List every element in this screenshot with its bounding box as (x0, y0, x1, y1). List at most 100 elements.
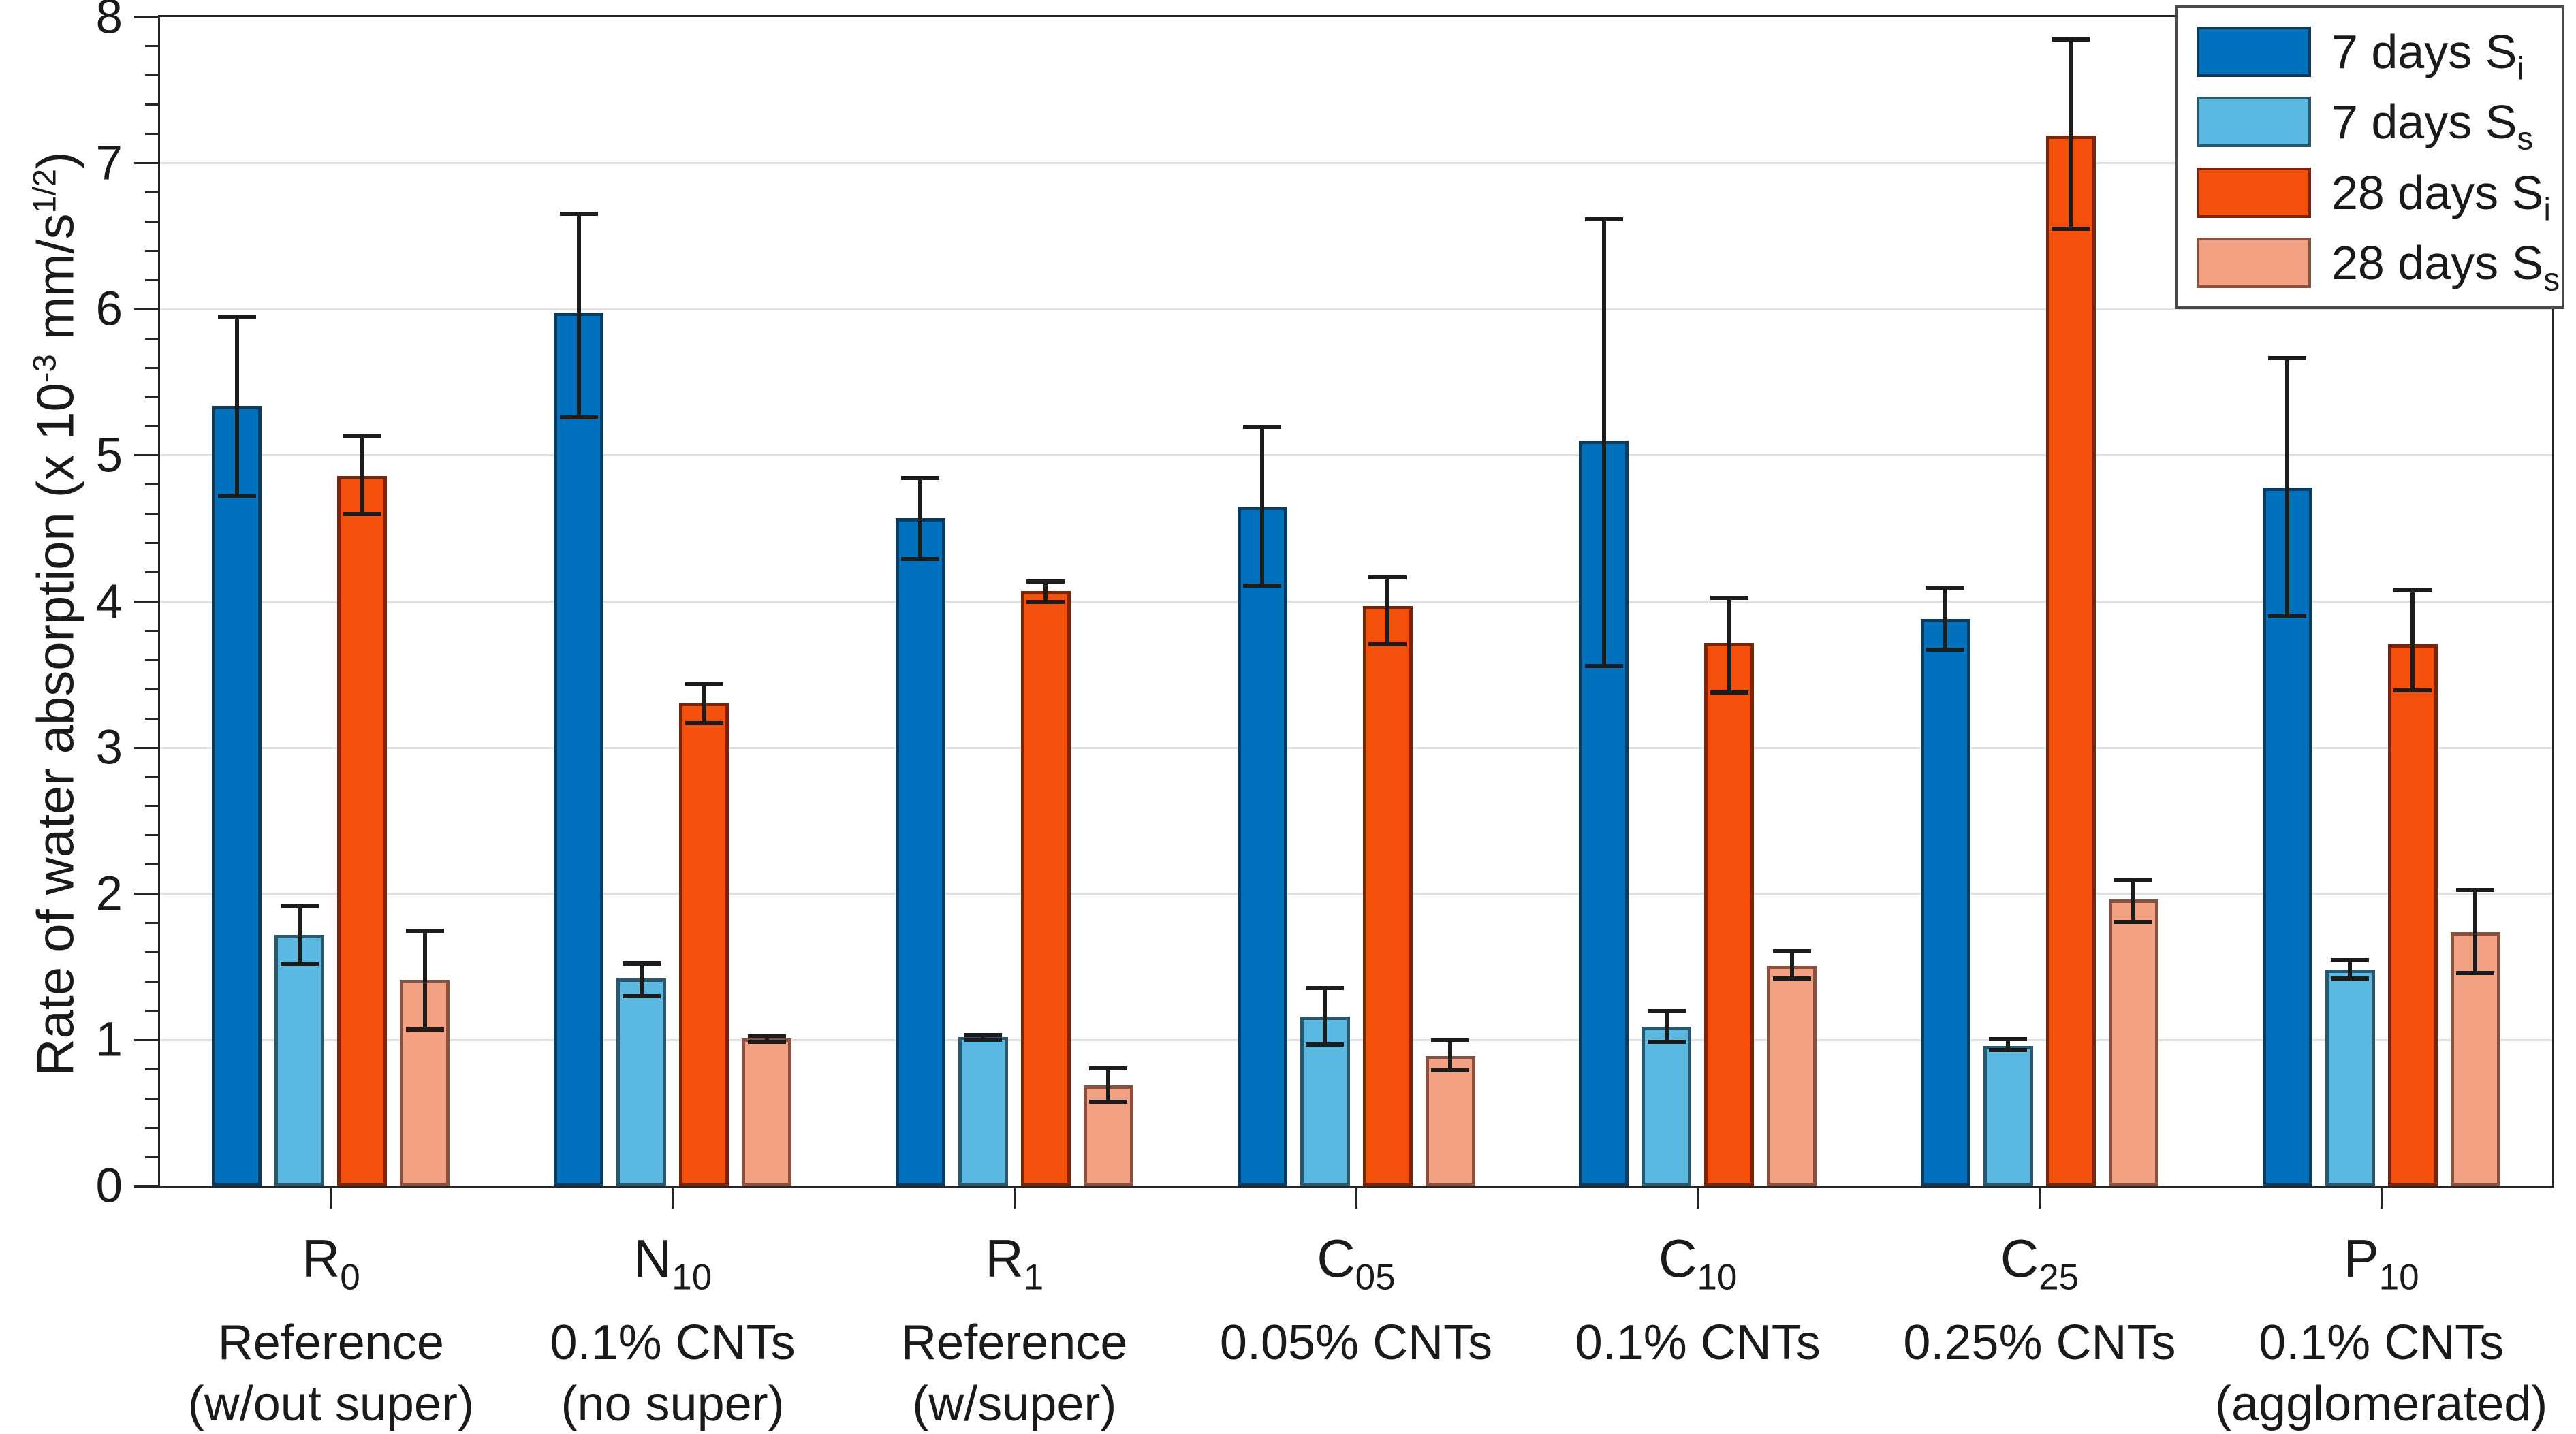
error-bar-line (918, 477, 923, 560)
error-bar-line (297, 905, 302, 964)
error-bar-cap-top (1368, 575, 1407, 579)
y-axis-tick-label: 5 (95, 428, 123, 483)
gridline-y-1 (160, 1038, 2552, 1041)
category-head-label: N10 (496, 1226, 850, 1298)
x-axis-tick (330, 1188, 332, 1209)
bar-slot (1362, 17, 1413, 1186)
error-bar-line (1664, 1010, 1669, 1042)
y-axis-minor-tick (145, 337, 160, 340)
legend-label: 7 days Ss (2331, 95, 2533, 157)
error-bar-cap-top (217, 315, 256, 319)
y-axis-minor-tick (145, 1156, 160, 1158)
bar-slot (1704, 17, 1755, 1186)
error-bar-cap-top (1306, 986, 1344, 991)
bar-7-days-S_i (1237, 507, 1287, 1186)
y-axis-minor-tick (145, 278, 160, 281)
error-bar-cap-bottom (2114, 919, 2153, 924)
error-bar-cap-bottom (685, 720, 723, 725)
bar-7-days-S_i (554, 312, 604, 1186)
bar-28-days-S_s (400, 980, 450, 1186)
category-description-line2: (no super) (561, 1377, 785, 1431)
bar-slot (1020, 17, 1071, 1186)
error-bar-line (764, 1035, 769, 1042)
bar-slot (554, 17, 604, 1186)
y-axis-minor-tick (145, 425, 160, 428)
error-bar-line (1043, 581, 1048, 602)
legend-label: 7 days Si (2331, 25, 2524, 87)
bar-slot (212, 17, 262, 1186)
bar-slot (1983, 17, 2033, 1186)
y-axis-minor-tick (145, 805, 160, 808)
category-head-label: R1 (837, 1226, 1191, 1298)
y-axis-minor-tick (145, 249, 160, 252)
error-bar-cap-bottom (1710, 690, 1748, 695)
bar-slot (1425, 17, 1475, 1186)
category-head-label: C25 (1862, 1226, 2216, 1298)
error-bar-cap-bottom (1772, 976, 1811, 981)
legend-label-subscript: s (2517, 121, 2534, 157)
bar-28-days-S_s (2108, 899, 2158, 1186)
y-axis-major-tick (134, 454, 160, 457)
bar-slot (2262, 17, 2312, 1186)
y-axis-minor-tick (145, 133, 160, 136)
x-axis-tick (2038, 1188, 2041, 1209)
y-axis-major-tick (134, 16, 160, 18)
y-axis-major-tick (134, 746, 160, 749)
error-bar-line (1448, 1040, 1452, 1071)
category-symbol: C (2000, 1228, 2039, 1288)
category-description-line1: 0.1% CNTs (550, 1316, 796, 1370)
category-symbol: N (633, 1228, 672, 1288)
legend-swatch (2197, 97, 2311, 148)
error-bar-line (1601, 219, 1606, 666)
category-description-line1: 0.1% CNTs (1575, 1316, 1821, 1370)
category-symbol-subscript: 10 (1697, 1257, 1738, 1298)
error-bar-cap-top (2393, 588, 2432, 593)
category-description-line1: 0.05% CNTs (1219, 1316, 1493, 1370)
error-bar-cap-top (1431, 1038, 1469, 1043)
error-bar-cap-top (685, 682, 723, 686)
bar-28-days-S_i (1704, 642, 1755, 1186)
category-head-label: R0 (154, 1226, 508, 1298)
bar-slot (1300, 17, 1350, 1186)
error-bar-cap-top (559, 211, 598, 216)
error-bar-line (234, 316, 239, 496)
y-axis-tick-label: 8 (95, 0, 123, 44)
bar-group-P10 (2262, 17, 2500, 1186)
legend-label: 28 days Ss (2331, 236, 2560, 298)
y-axis-minor-tick (145, 1068, 160, 1070)
plot-area (158, 15, 2554, 1188)
error-bar-cap-top (901, 476, 940, 481)
bar-slot (679, 17, 729, 1186)
error-bar-cap-top (1243, 424, 1281, 429)
error-bar-line (1943, 587, 1948, 650)
error-bar-line (1727, 597, 1731, 692)
bar-7-days-S_i (212, 405, 262, 1186)
error-bar-line (1789, 951, 1794, 979)
gridline-y-2 (160, 893, 2552, 895)
category-description-line1: Reference (217, 1316, 444, 1370)
y-axis-major-tick (134, 308, 160, 310)
bar-group-R1 (895, 17, 1133, 1186)
bar-slot (1767, 17, 1817, 1186)
error-bar-cap-bottom (747, 1039, 786, 1044)
error-bar-cap-bottom (2456, 970, 2495, 975)
y-axis-minor-tick (145, 542, 160, 545)
category-symbol: C (1317, 1228, 1355, 1288)
legend-entry-28-days-S_s: 28 days Ss (2178, 236, 2562, 298)
error-bar-cap-top (1647, 1009, 1686, 1014)
error-bar-cap-top (1710, 596, 1748, 601)
error-bar-cap-bottom (1989, 1048, 2028, 1053)
legend-label-subscript: i (2517, 50, 2524, 87)
bar-slot (958, 17, 1008, 1186)
y-axis-minor-tick (145, 717, 160, 720)
bar-group-C05 (1237, 17, 1475, 1186)
y-axis-minor-tick (145, 688, 160, 690)
error-bar-line (422, 930, 427, 1030)
x-axis-tick (1697, 1188, 1699, 1209)
error-bar-cap-top (1026, 579, 1065, 584)
error-bar-line (2410, 590, 2415, 691)
bar-28-days-S_s (1425, 1055, 1475, 1186)
error-bar-line (2285, 357, 2290, 616)
legend-entry-7-days-S_s: 7 days Ss (2178, 95, 2562, 157)
y-axis-minor-tick (145, 981, 160, 983)
